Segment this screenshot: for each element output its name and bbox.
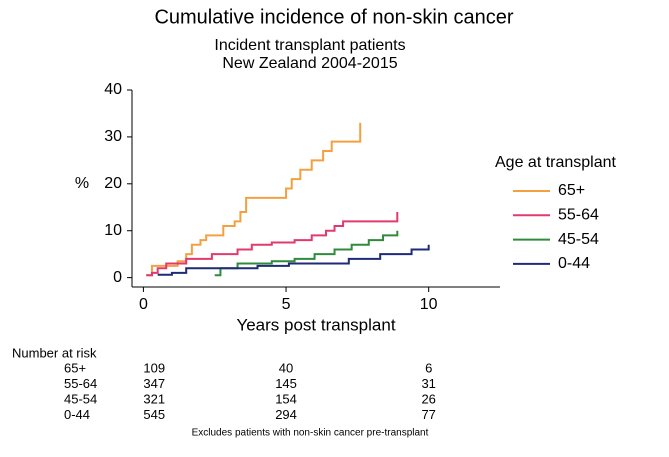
risk-count: 347 (143, 376, 165, 391)
risk-row-label: 55-64 (64, 376, 97, 391)
y-axis-label: % (75, 175, 89, 192)
risk-count: 145 (275, 376, 297, 391)
risk-row-label: 0-44 (64, 407, 90, 422)
step-line (214, 230, 399, 277)
y-tick-label: 0 (113, 269, 122, 286)
risk-count: 31 (421, 376, 435, 391)
step-line (157, 244, 430, 276)
risk-table-title: Number at risk (12, 345, 97, 360)
risk-count: 109 (143, 360, 165, 375)
legend-title: Age at transplant (495, 154, 617, 171)
risk-count: 26 (421, 391, 435, 406)
risk-row-label: 45-54 (64, 391, 97, 406)
chart-subtitle: Incident transplant patients (214, 37, 405, 54)
legend-label: 65+ (558, 182, 585, 199)
risk-count: 77 (421, 407, 435, 422)
x-tick-label: 10 (420, 296, 438, 313)
chart-title: Cumulative incidence of non-skin cancer (154, 6, 513, 28)
step-line (146, 122, 362, 277)
x-tick-label: 0 (139, 296, 148, 313)
legend-label: 55-64 (558, 207, 599, 224)
risk-row-label: 65+ (64, 360, 86, 375)
x-tick-label: 5 (282, 296, 291, 313)
risk-count: 545 (143, 407, 165, 422)
legend-label: 45-54 (558, 231, 599, 248)
y-tick-label: 20 (104, 175, 122, 192)
risk-count: 154 (275, 391, 297, 406)
y-tick-label: 10 (104, 222, 122, 239)
y-tick-label: 30 (104, 128, 122, 145)
footnote: Excludes patients with non-skin cancer p… (192, 428, 429, 439)
chart-subtitle: New Zealand 2004-2015 (222, 55, 397, 72)
risk-count: 40 (279, 360, 293, 375)
legend-label: 0-44 (558, 255, 590, 272)
step-line (146, 211, 399, 277)
risk-count: 321 (143, 391, 165, 406)
risk-count: 294 (275, 407, 297, 422)
x-axis-label: Years post transplant (236, 315, 395, 334)
risk-count: 6 (425, 360, 432, 375)
y-tick-label: 40 (104, 81, 122, 98)
